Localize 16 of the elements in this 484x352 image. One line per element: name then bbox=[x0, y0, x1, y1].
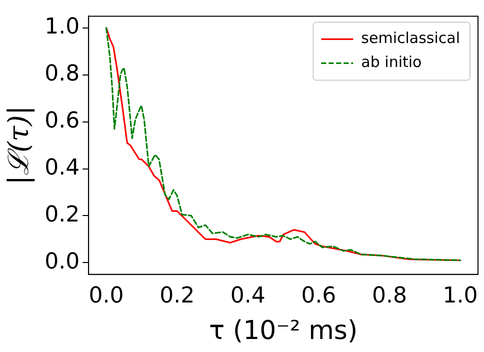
x-tick-label: 1.0 bbox=[442, 283, 478, 308]
x-tick-label: 0.6 bbox=[301, 283, 336, 308]
y-tick-label: 0.2 bbox=[44, 202, 80, 228]
x-tick-label: 0.4 bbox=[230, 283, 266, 308]
y-tick-label: 0.6 bbox=[44, 108, 80, 134]
legend-label: semiclassical bbox=[361, 29, 460, 48]
x-tick-label: 0.0 bbox=[88, 283, 124, 308]
legend-label: ab initio bbox=[361, 53, 422, 72]
y-axis-title: |ℒ(τ)| bbox=[2, 106, 36, 185]
x-tick-label: 0.2 bbox=[160, 283, 195, 308]
x-axis-title: τ (10⁻² ms) bbox=[209, 316, 358, 346]
y-tick-label: 1.0 bbox=[44, 14, 80, 40]
y-tick-label: 0.4 bbox=[44, 155, 80, 180]
x-tick-label: 0.8 bbox=[372, 283, 407, 308]
y-tick-label: 0.8 bbox=[44, 62, 80, 87]
y-tick-label: 0.0 bbox=[44, 249, 80, 274]
